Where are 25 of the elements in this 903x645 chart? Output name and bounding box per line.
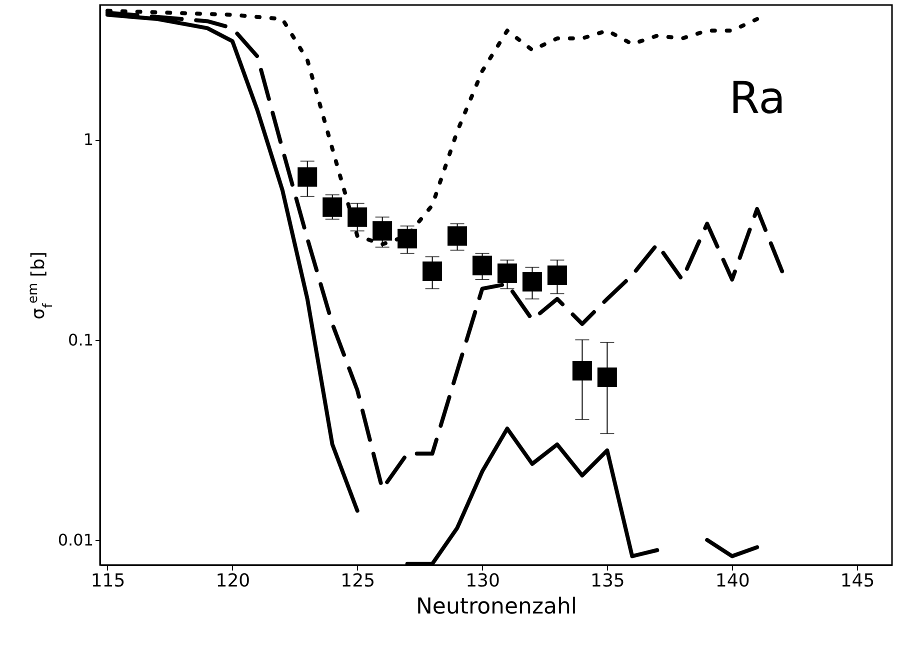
point (597, 367, 617, 387)
point (572, 361, 592, 381)
x-tick-label: 145 (840, 570, 875, 592)
x-tick-label: 115 (90, 570, 126, 592)
point (398, 228, 418, 248)
x-tick-label: 120 (216, 570, 250, 592)
annotation: Ra (729, 73, 786, 124)
x-tick-label: 135 (590, 570, 625, 592)
point (298, 167, 318, 187)
point (547, 266, 567, 286)
point (522, 272, 542, 292)
point (422, 261, 442, 281)
point (348, 207, 368, 227)
point (497, 263, 517, 283)
y-tick-label: 1 (83, 130, 94, 150)
x-axis-title: Neutronenzahl (416, 594, 578, 620)
point (322, 197, 342, 217)
y-tick-label: 0.01 (58, 530, 94, 550)
point (472, 256, 492, 276)
x-tick-label: 125 (340, 570, 376, 592)
x-tick-label: 140 (715, 570, 750, 592)
x-tick-label: 130 (466, 570, 500, 592)
point (372, 221, 392, 241)
y-tick-label: 0.1 (68, 330, 94, 350)
point (448, 226, 468, 246)
